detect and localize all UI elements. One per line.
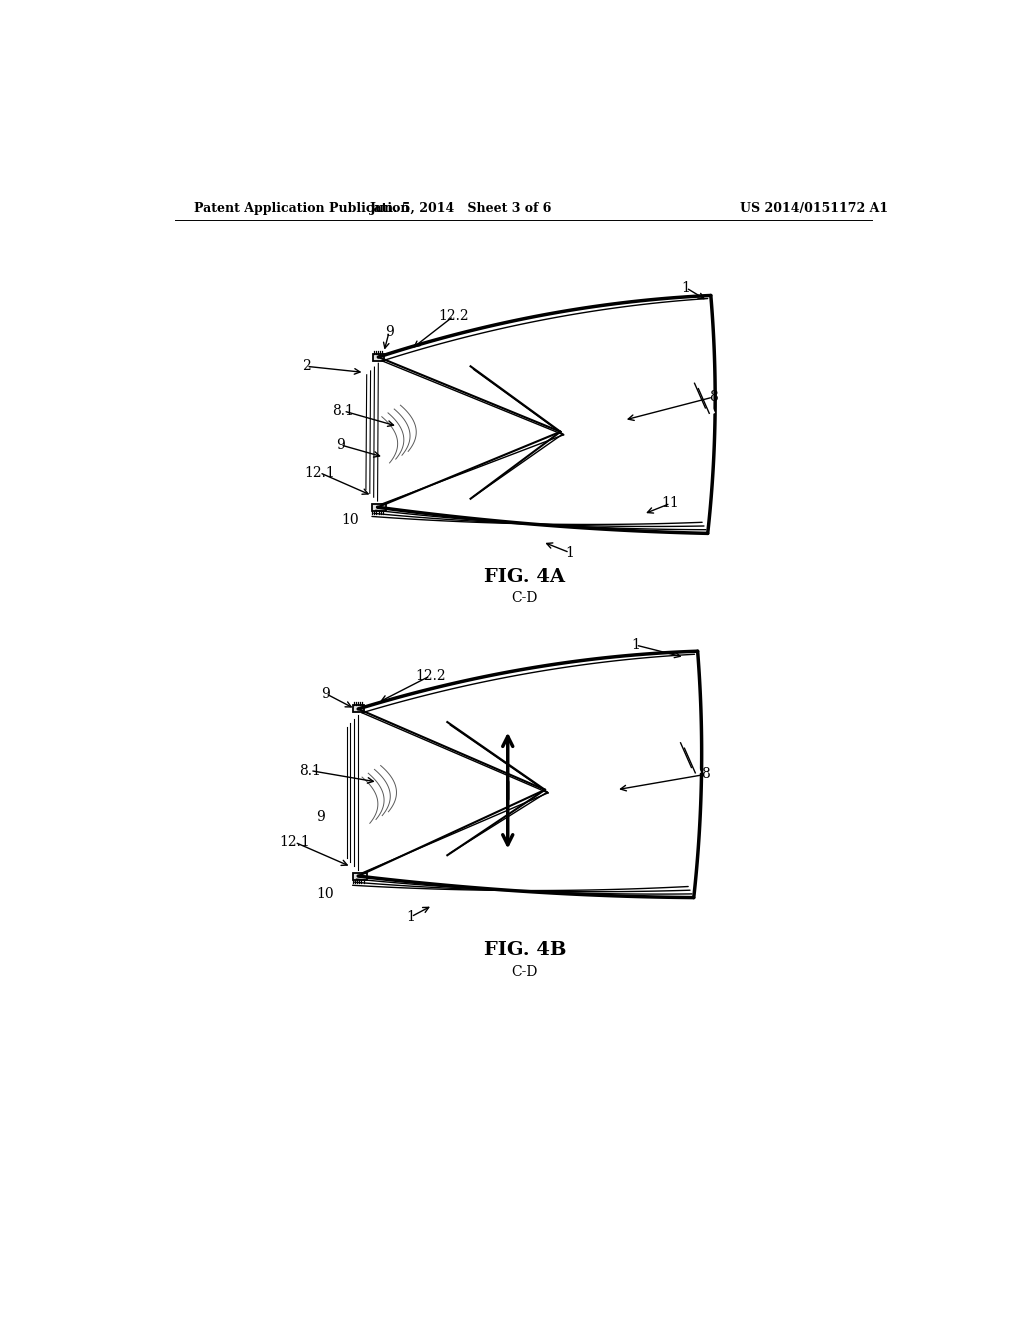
Text: 9: 9 <box>336 438 345 451</box>
Text: 12.2: 12.2 <box>415 669 445 682</box>
Text: Patent Application Publication: Patent Application Publication <box>194 202 410 215</box>
Text: 1: 1 <box>565 545 574 560</box>
Text: 9: 9 <box>322 686 330 701</box>
Bar <box>352 705 364 713</box>
Text: C-D: C-D <box>512 965 538 978</box>
Text: FIG. 4B: FIG. 4B <box>483 941 566 958</box>
Text: 10: 10 <box>342 513 359 527</box>
Text: C-D: C-D <box>512 591 538 605</box>
Text: 12.2: 12.2 <box>438 309 469 323</box>
Text: 2: 2 <box>302 359 310 374</box>
Text: FIG. 4A: FIG. 4A <box>484 568 565 586</box>
Bar <box>372 504 386 511</box>
Text: 12.1: 12.1 <box>280 836 310 849</box>
Text: Jun. 5, 2014   Sheet 3 of 6: Jun. 5, 2014 Sheet 3 of 6 <box>370 202 552 215</box>
Text: 8: 8 <box>709 391 718 404</box>
Text: 9: 9 <box>385 325 393 339</box>
Text: 1: 1 <box>407 909 416 924</box>
Text: 1: 1 <box>631 638 640 652</box>
Text: 8.1: 8.1 <box>299 763 322 777</box>
Text: 10: 10 <box>316 887 335 900</box>
Text: 8.1: 8.1 <box>333 404 354 418</box>
Text: 12.1: 12.1 <box>304 466 335 479</box>
Text: US 2014/0151172 A1: US 2014/0151172 A1 <box>740 202 889 215</box>
Bar <box>352 873 367 879</box>
Text: 1: 1 <box>682 281 690 294</box>
Text: 11: 11 <box>662 496 679 511</box>
Bar <box>373 354 384 360</box>
Text: 9: 9 <box>315 809 325 824</box>
Text: 8: 8 <box>701 767 710 781</box>
